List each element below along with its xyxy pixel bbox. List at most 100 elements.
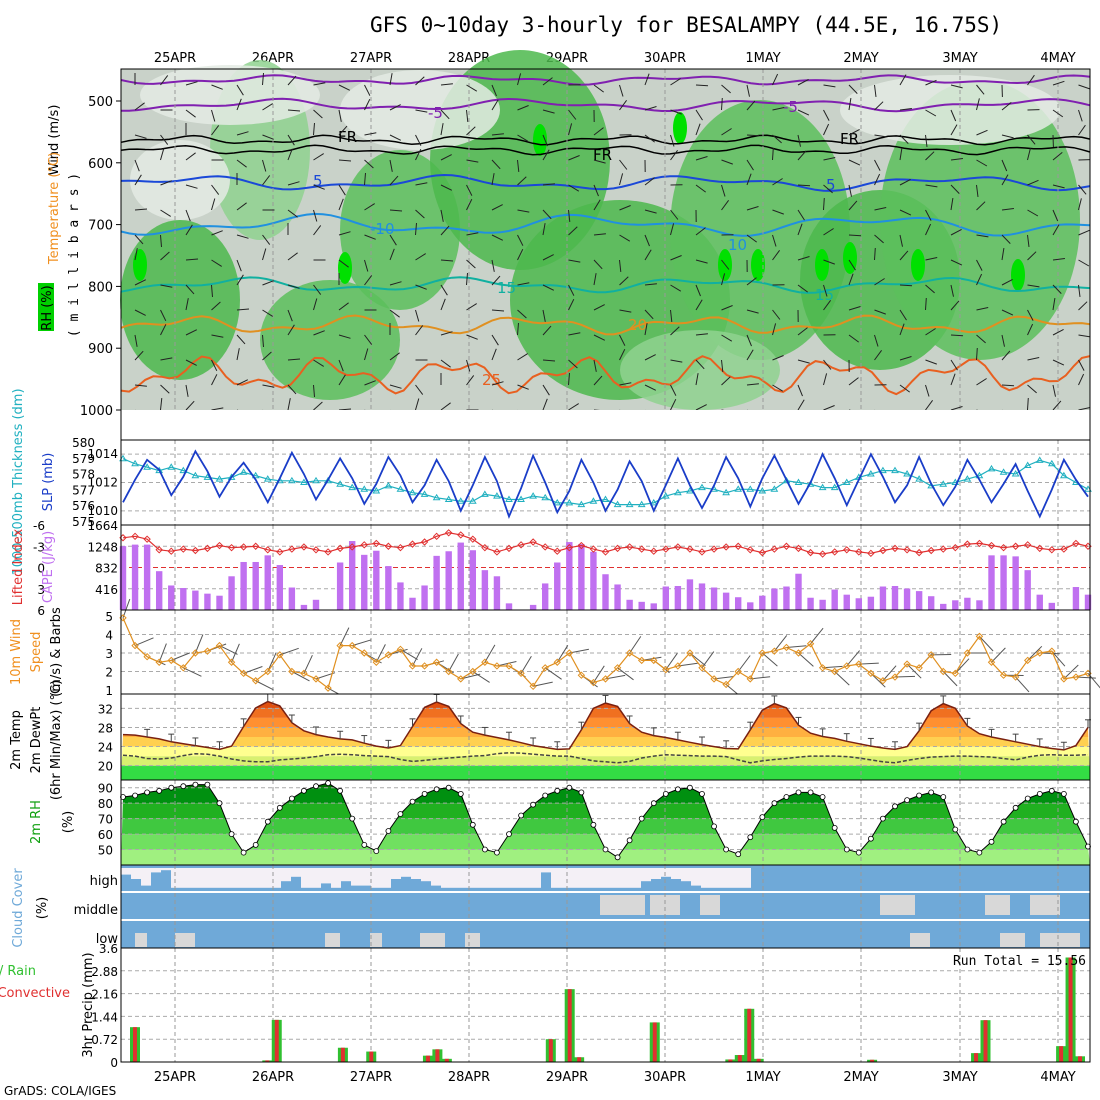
lifted-index-marker: [131, 532, 139, 541]
thickness-marker: [227, 473, 236, 480]
wind-barb: [491, 204, 503, 211]
wind-barb: [185, 224, 193, 236]
rh-axis-label: RH (%): [40, 285, 55, 330]
wind-speed-marker: [915, 664, 923, 672]
wind-barb: [313, 384, 315, 398]
wind-speed-marker: [1060, 675, 1068, 683]
wind-barb: [899, 209, 912, 216]
wind-barb: [848, 128, 860, 136]
wind-barb: [364, 132, 377, 136]
lifted-index-marker: [493, 548, 501, 556]
high-cloud-bar: [281, 868, 291, 882]
rh-marker: [771, 800, 778, 807]
upper-axis-labels: Wind (m/s) Temperature (°C) RH (%) ( m i…: [38, 105, 82, 337]
wind-barb: [619, 382, 632, 386]
precip-convective-bar: [756, 1058, 761, 1062]
wind-barb: [160, 384, 170, 394]
rh-marker: [747, 834, 754, 841]
lifted-index-marker: [710, 545, 718, 553]
wind-barb: [338, 374, 346, 386]
thickness-marker: [167, 463, 176, 470]
wind-barb: [746, 309, 759, 314]
wind-barb: [874, 234, 884, 244]
cape-bar: [385, 566, 392, 610]
wind-barb: [1078, 184, 1087, 195]
precip-convective-bar: [974, 1053, 979, 1062]
run-total-label: Run Total = 15.56: [953, 954, 1086, 969]
lifted-index-marker: [770, 545, 779, 553]
wind-speed-marker: [794, 649, 803, 657]
wind-barb: [568, 226, 578, 236]
thickness-marker: [842, 478, 851, 485]
high-cloud-bar: [601, 868, 611, 888]
wind-barb: [211, 407, 224, 411]
wind-barb: [823, 259, 835, 265]
wind-barb: [1052, 400, 1062, 411]
wind-barb: [262, 72, 264, 86]
lifted-index-marker: [1036, 544, 1044, 553]
surface-wind-barb: [689, 652, 706, 666]
cloud-level-label: middle: [74, 903, 118, 918]
wind-speed-marker: [565, 649, 574, 657]
surface-wind-barb: [954, 658, 970, 674]
slp-axis-labels: 1000-500mb Thickness (dm) SLP (mb): [11, 388, 56, 575]
wind-barb: [211, 198, 216, 211]
surface-wind-barb: [773, 635, 788, 652]
rh-marker: [180, 783, 187, 790]
contour-label: 15: [497, 279, 516, 297]
cape-tick-label: 416: [95, 583, 118, 597]
low-cloud-bar: [175, 933, 195, 947]
precip-tick-label: 2.16: [91, 988, 118, 1002]
temperature-contour-line: [121, 97, 1091, 113]
surface-wind-barb: [677, 662, 698, 667]
wind-speed-marker: [444, 667, 453, 676]
high-cloud-bar: [421, 868, 431, 882]
temp-color-band: [121, 717, 1090, 728]
wind-barb: [772, 73, 779, 86]
rh-marker: [735, 851, 742, 858]
wind-barb: [211, 359, 218, 372]
precip-axis-label-2: Convective: [0, 986, 70, 1001]
lifted-index-marker: [867, 549, 875, 558]
contour-label: 5: [313, 172, 323, 190]
high-cloud-bar: [391, 868, 401, 879]
wind-tick-label: 2: [105, 666, 113, 680]
wind-barb: [338, 125, 348, 136]
wind-speed-marker: [843, 662, 851, 670]
slp-tick-label: 1010: [87, 504, 118, 518]
wind-barb: [695, 404, 707, 411]
wind-barb: [593, 127, 604, 136]
wind-barb: [287, 148, 293, 161]
wind-barb: [950, 198, 954, 211]
thickness-marker: [722, 488, 731, 496]
wind-barb: [848, 377, 859, 386]
wind-barb: [364, 275, 373, 286]
slp-tick-label: 1014: [87, 447, 118, 461]
contour-label: -5: [428, 104, 443, 122]
high-cloud-bar: [351, 868, 361, 886]
wind-barb: [976, 334, 986, 344]
temperature-contour-line: [120, 355, 1091, 396]
wind-barb: [134, 384, 147, 387]
pressure-tick-label: 700: [88, 219, 113, 234]
wind-barb: [440, 83, 453, 86]
wind-speed-marker: [939, 667, 947, 676]
wind-speed-marker: [493, 662, 501, 670]
wind-barb: [568, 184, 580, 192]
lifted-index-marker: [481, 543, 489, 552]
precip-axis-label-1: Total / Rain: [0, 964, 36, 979]
thickness-marker: [300, 478, 308, 485]
thickness-marker: [553, 498, 562, 506]
pressure-tick-label: 600: [88, 157, 113, 172]
precip-tick-label: 3.6: [99, 942, 118, 956]
wind-barb: [313, 82, 326, 86]
wind-speed-marker: [662, 665, 670, 674]
rh-marker: [288, 795, 295, 802]
rh-marker: [964, 846, 971, 853]
wind-barb: [415, 209, 425, 219]
upper-panel-bottom-strip: [121, 410, 1090, 440]
high-cloud-bar: [591, 868, 601, 888]
cape-bar: [795, 573, 802, 610]
lifted-index-marker: [227, 543, 236, 552]
wind-barb: [950, 228, 962, 236]
